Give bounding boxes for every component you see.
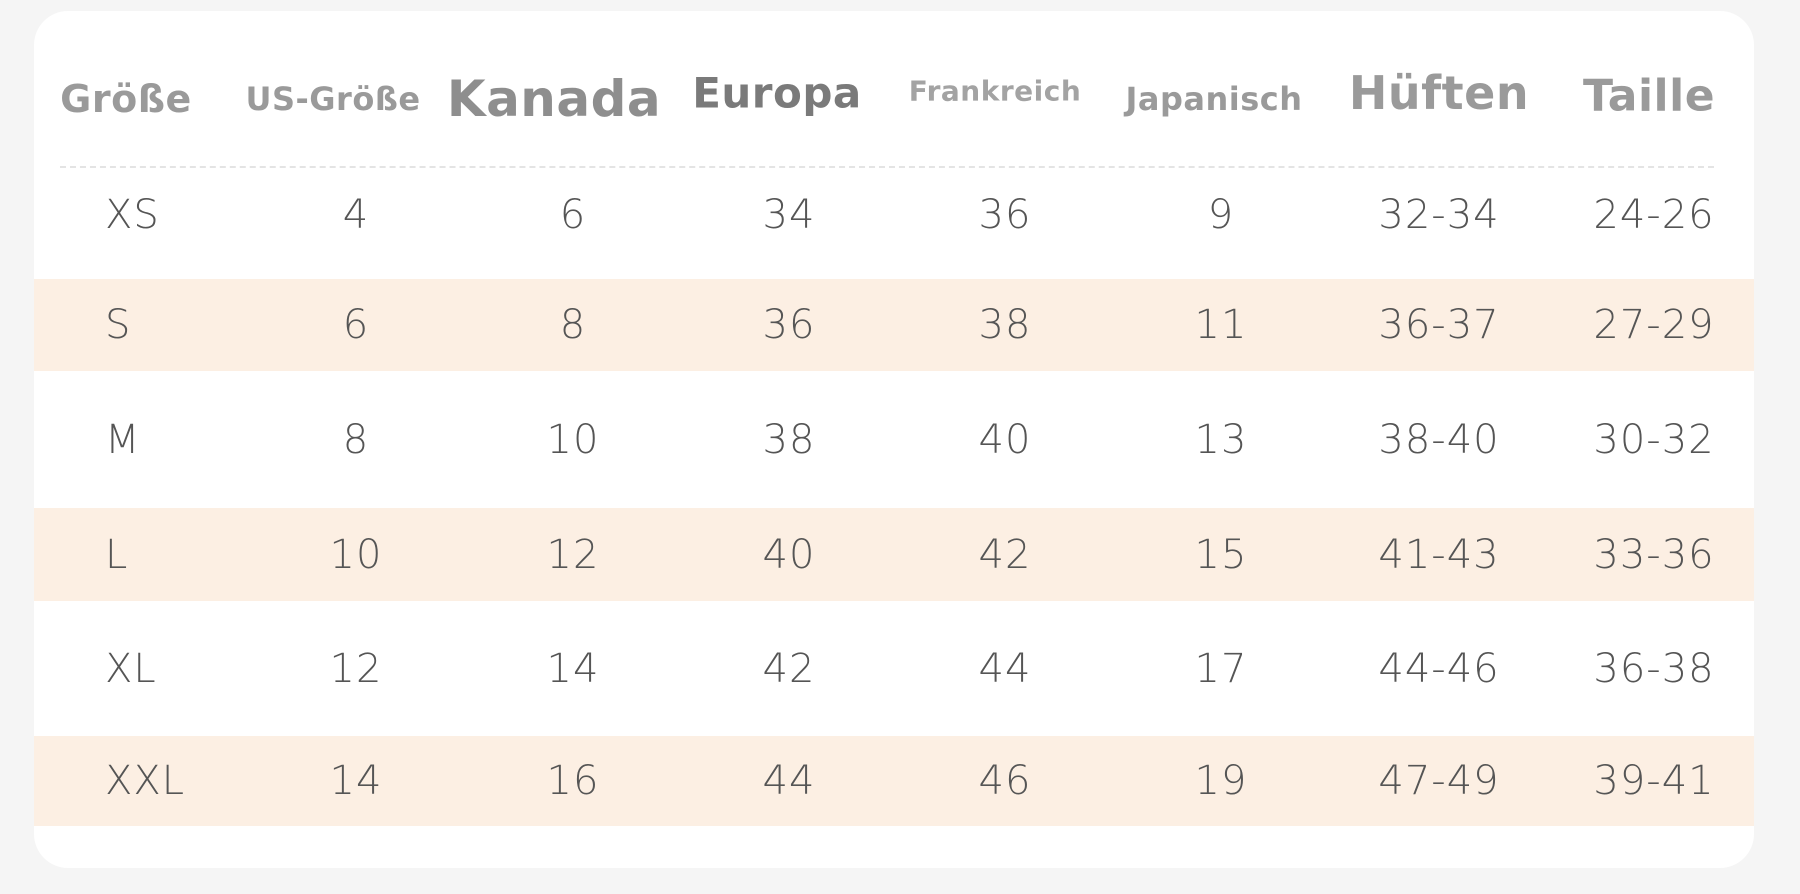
cell-hips: 38-40 [1378,416,1500,463]
cell-us-size: 10 [329,531,383,578]
cell-japan: 9 [1207,192,1235,238]
cell-canada: 12 [546,531,600,578]
cell-size: L [105,531,129,578]
cell-size: XL [105,645,157,692]
cell-waist: 36-38 [1593,645,1715,692]
cell-hips: 47-49 [1378,758,1500,804]
cell-waist: 33-36 [1593,531,1715,578]
cell-japan: 15 [1194,531,1248,578]
header-europe: Europa [692,68,862,118]
table-body: XS 4 6 34 36 9 32-34 24-26 S 6 8 36 38 1… [34,192,1754,826]
cell-canada: 14 [546,645,600,692]
table-row: XS 4 6 34 36 9 32-34 24-26 [34,151,1754,279]
cell-waist: 24-26 [1593,192,1715,238]
cell-france: 44 [978,645,1032,692]
cell-canada: 16 [546,758,600,804]
cell-waist: 30-32 [1593,416,1715,463]
cell-size: S [105,302,132,348]
cell-us-size: 8 [342,416,370,463]
cell-size: XXL [105,758,186,804]
cell-hips: 36-37 [1378,302,1500,348]
table-row: S 6 8 36 38 11 36-37 27-29 [34,279,1754,371]
cell-japan: 13 [1194,416,1248,463]
cell-europe: 36 [762,302,816,348]
cell-france: 42 [978,531,1032,578]
table-header: Größe US-Größe Kanada Europa Frankreich … [34,11,1754,166]
cell-hips: 32-34 [1378,192,1500,238]
cell-europe: 42 [762,645,816,692]
table-row: XXL 14 16 44 46 19 47-49 39-41 [34,736,1754,826]
cell-france: 40 [978,416,1032,463]
cell-size: M [105,416,141,463]
cell-japan: 17 [1194,645,1248,692]
header-france: Frankreich [908,74,1082,108]
cell-france: 46 [978,758,1032,804]
table-row: L 10 12 40 42 15 41-43 33-36 [34,508,1754,601]
cell-us-size: 4 [342,192,370,238]
table-row: M 8 10 38 40 13 38-40 30-32 [34,371,1754,508]
header-waist: Taille [1582,70,1716,122]
cell-hips: 41-43 [1378,531,1500,578]
cell-size: XS [105,192,160,238]
cell-japan: 11 [1194,302,1248,348]
cell-europe: 44 [762,758,816,804]
cell-japan: 19 [1194,758,1248,804]
cell-europe: 38 [762,416,816,463]
cell-waist: 39-41 [1593,758,1715,804]
cell-canada: 10 [546,416,600,463]
cell-waist: 27-29 [1593,302,1715,348]
cell-france: 36 [978,192,1032,238]
header-us-size: US-Größe [245,80,421,118]
header-divider [60,166,1714,168]
cell-us-size: 14 [329,758,383,804]
table-row: XL 12 14 42 44 17 44-46 36-38 [34,601,1754,736]
cell-us-size: 6 [342,302,370,348]
header-hips: Hüften [1348,66,1530,120]
cell-hips: 44-46 [1378,645,1500,692]
cell-us-size: 12 [329,645,383,692]
cell-europe: 34 [762,192,816,238]
cell-france: 38 [978,302,1032,348]
header-size: Größe [60,77,192,121]
header-japan: Japanisch [1125,80,1303,118]
cell-canada: 8 [559,302,587,348]
cell-canada: 6 [559,192,587,238]
header-canada: Kanada [446,70,662,128]
cell-europe: 40 [762,531,816,578]
size-chart-card: Größe US-Größe Kanada Europa Frankreich … [34,11,1754,868]
